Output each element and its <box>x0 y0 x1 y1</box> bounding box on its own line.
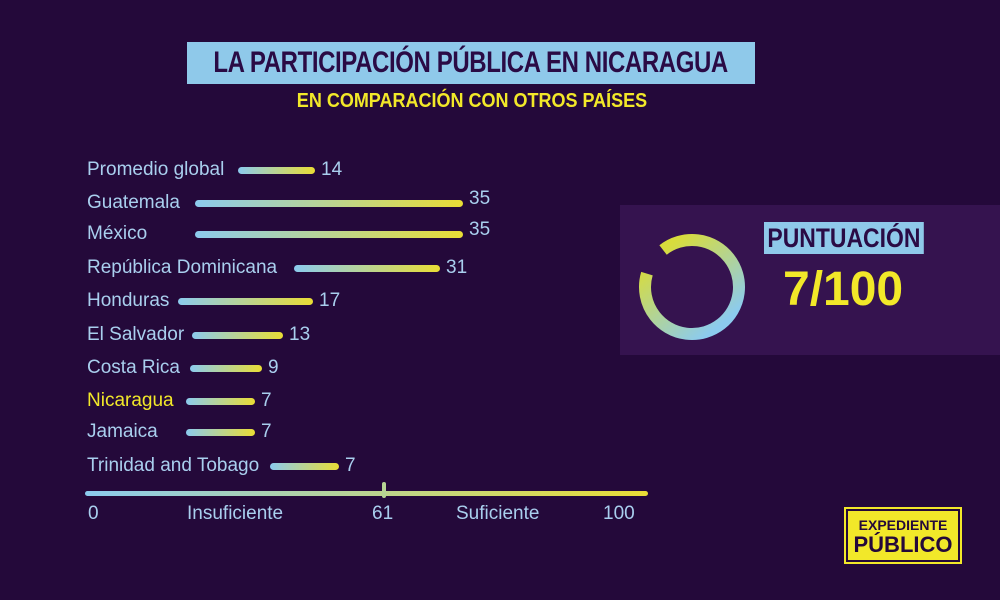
category-label: México <box>87 223 148 244</box>
category-label: Jamaica <box>87 421 158 442</box>
value-label: 35 <box>469 219 491 240</box>
bar <box>238 167 315 174</box>
value-label: 7 <box>261 421 272 442</box>
value-label: 7 <box>345 455 356 476</box>
score-value: 7/100 <box>783 263 904 316</box>
scale-axis-line <box>85 491 648 496</box>
bar <box>294 265 440 272</box>
bar <box>186 429 255 436</box>
axis-label-max: 100 <box>603 503 635 524</box>
chart-title-box: LA PARTICIPACIÓN PÚBLICA EN NICARAGUA <box>187 42 755 84</box>
bar <box>195 231 463 238</box>
category-label: Trinidad and Tobago <box>87 455 260 476</box>
chart-title: LA PARTICIPACIÓN PÚBLICA EN NICARAGUA <box>213 46 729 79</box>
bar <box>270 463 339 470</box>
bar <box>192 332 283 339</box>
category-label: Nicaragua <box>87 390 174 411</box>
value-label: 9 <box>268 357 279 378</box>
threshold-tick <box>382 482 386 498</box>
bar <box>186 398 255 405</box>
axis-label-suficiente: Suficiente <box>456 503 540 524</box>
expediente-publico-logo: EXPEDIENTE PÚBLICO <box>844 507 962 564</box>
axis-label-insuficiente: Insuficiente <box>187 503 284 524</box>
value-label: 31 <box>446 257 468 278</box>
category-label: El Salvador <box>87 324 185 345</box>
category-label: Guatemala <box>87 192 180 213</box>
value-label: 14 <box>321 159 343 180</box>
score-ring <box>639 234 745 340</box>
bar <box>195 200 463 207</box>
bar <box>190 365 262 372</box>
axis-label-min: 0 <box>88 503 99 524</box>
category-label: República Dominicana <box>87 257 278 278</box>
axis-label-threshold: 61 <box>372 503 394 524</box>
category-label: Promedio global <box>87 159 225 180</box>
value-label: 17 <box>319 290 341 311</box>
bar <box>178 298 313 305</box>
value-label: 7 <box>261 390 272 411</box>
logo-line1: EXPEDIENTE <box>858 517 948 533</box>
value-label: 35 <box>469 188 491 209</box>
score-ring-arc <box>639 234 745 340</box>
chart-subtitle: EN COMPARACIÓN CON OTROS PAÍSES <box>296 90 648 112</box>
category-label: Costa Rica <box>87 357 180 378</box>
value-label: 13 <box>289 324 311 345</box>
score-label: PUNTUACIÓN <box>764 222 924 254</box>
logo-line2: PÚBLICO <box>853 532 953 557</box>
category-label: Honduras <box>87 290 170 311</box>
